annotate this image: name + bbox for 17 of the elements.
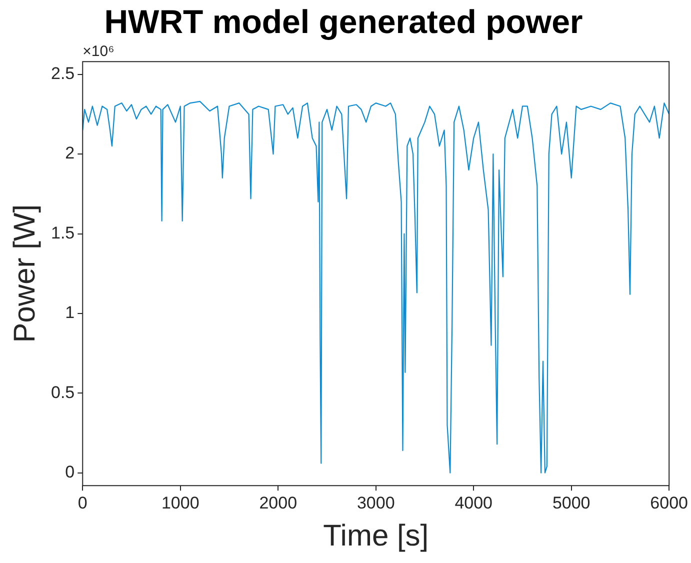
chart-title: HWRT model generated power — [104, 2, 583, 40]
x-tick-label: 4000 — [454, 493, 493, 512]
x-tick-label: 5000 — [552, 493, 590, 512]
y-tick-label: 2 — [65, 144, 75, 163]
x-tick-label: 1000 — [161, 493, 200, 512]
y-axis-title: Power [W] — [8, 204, 42, 343]
x-tick-label: 3000 — [356, 493, 395, 512]
x-tick-label: 6000 — [650, 493, 688, 512]
y-tick-label: 1 — [65, 303, 75, 322]
x-tick-label: 0 — [78, 493, 88, 512]
x-axis-title: Time [s] — [323, 519, 429, 552]
text: ×10⁶ — [82, 43, 114, 60]
y-tick-label: 0.5 — [50, 382, 75, 402]
y-tick-label: 1.5 — [50, 223, 75, 242]
x-tick-label: 2000 — [259, 493, 298, 512]
y-tick-label: 2.5 — [50, 64, 75, 84]
y-tick-label: 0 — [65, 462, 75, 482]
